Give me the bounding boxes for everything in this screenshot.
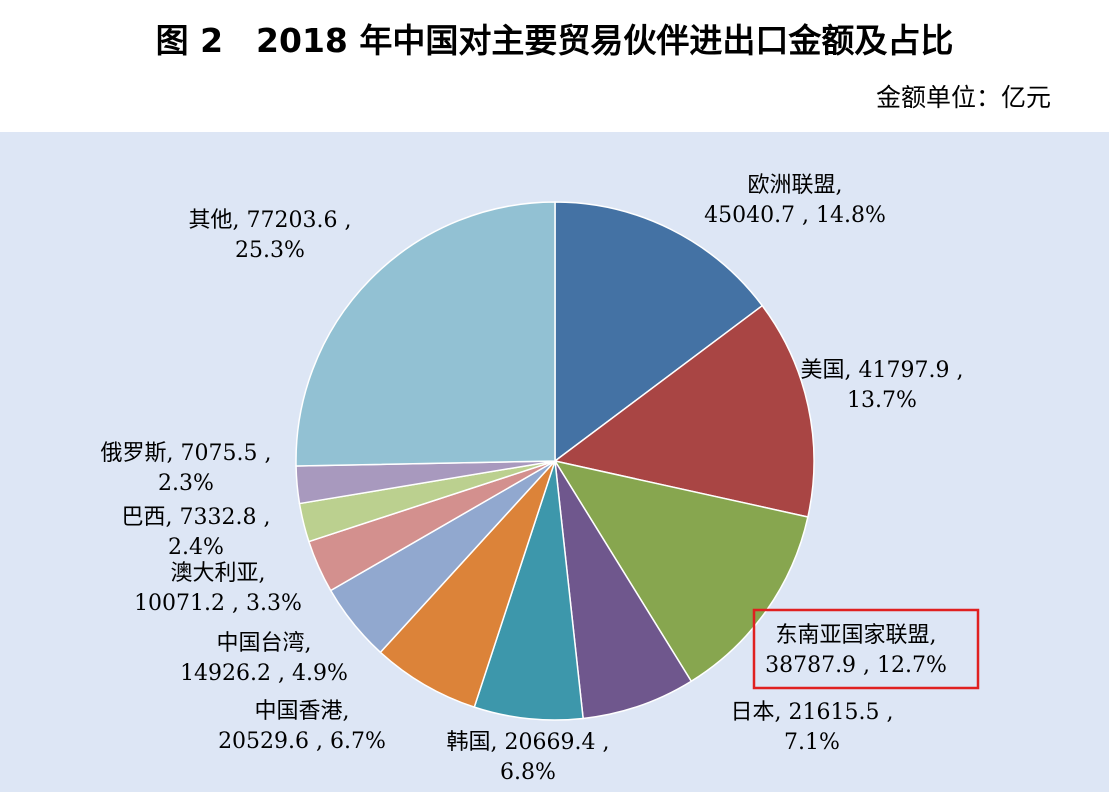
- pie-slice-2: [553, 304, 815, 518]
- slice-label-line2: 2.3%: [158, 471, 214, 496]
- slice-label-line2: 6.8%: [500, 760, 556, 785]
- slice-label-line2: 14926.2 , 4.9%: [180, 661, 348, 686]
- pie-slice-6: [379, 460, 556, 709]
- slice-label-line2: 20529.6 , 6.7%: [218, 729, 386, 754]
- pie-labels: 欧洲联盟, 45040.7 , 14.8% 美国, 41797.9 , 13.7% 东南…: [101, 173, 964, 785]
- pie-slice-5: [473, 460, 584, 721]
- slice-label-line1: 日本, 21615.5 ,: [731, 700, 894, 725]
- slice-label-line1: 中国香港,: [255, 699, 350, 724]
- slice-label-line2: 10071.2 , 3.3%: [134, 591, 302, 616]
- slice-label-line1: 其他, 77203.6 ,: [189, 208, 352, 233]
- slice-label-line2: 13.7%: [847, 388, 917, 413]
- slice-label-line2: 25.3%: [235, 238, 305, 263]
- pie-slice-11: [295, 201, 556, 467]
- slice-label-line2: 45040.7 , 14.8%: [704, 203, 886, 228]
- pie-slice-1: [554, 201, 764, 463]
- unit-label: 金额单位：亿元: [875, 83, 1051, 112]
- chart-title: 图 2 2018 年中国对主要贸易伙伴进出口金额及占比: [155, 21, 954, 60]
- slice-label-line2: 38787.9 , 12.7%: [765, 653, 947, 678]
- pie-slices: [295, 201, 815, 721]
- slice-label-line2: 7.1%: [784, 730, 840, 755]
- slice-label-line1: 俄罗斯, 7075.5 ,: [101, 441, 272, 466]
- slice-label-line1: 东南亚国家联盟,: [776, 623, 937, 648]
- highlight-box: [752, 608, 980, 690]
- slice-label-line1: 中国台湾,: [217, 631, 312, 656]
- slice-label-line2: 2.4%: [168, 535, 224, 560]
- slice-label-line1: 欧洲联盟,: [748, 173, 843, 198]
- pie-slice-4: [554, 460, 693, 720]
- slice-label-line1: 韩国, 20669.4 ,: [447, 730, 610, 755]
- slice-label-line1: 澳大利亚,: [171, 561, 266, 586]
- slice-label-line1: 美国, 41797.9 ,: [801, 358, 964, 383]
- slice-label-line1: 巴西, 7332.8 ,: [122, 505, 271, 530]
